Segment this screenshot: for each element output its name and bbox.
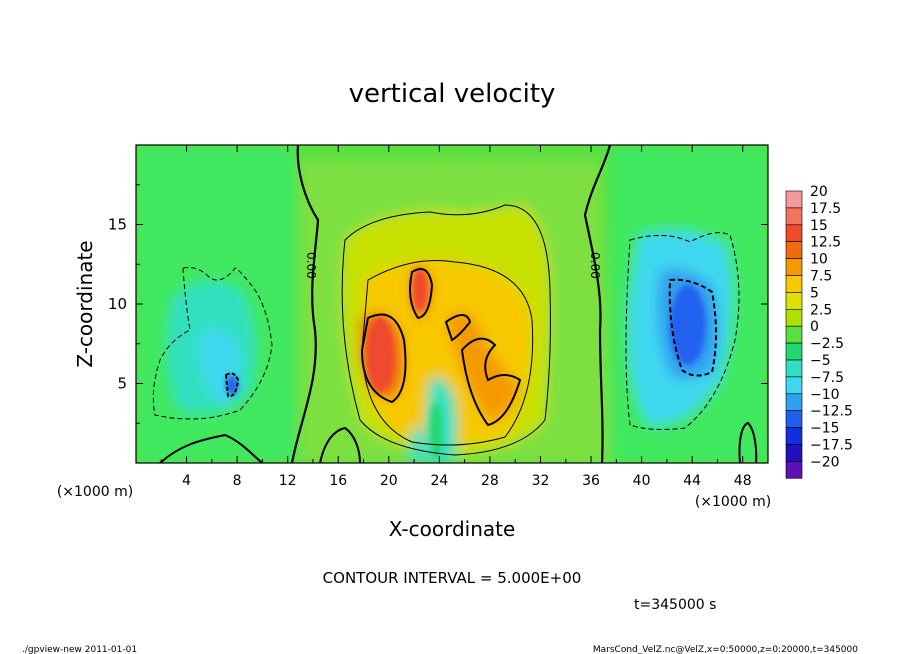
colorbar-swatch	[785, 444, 803, 462]
colorbar-level-label: 5	[810, 285, 819, 301]
colorbar-level-label: 15	[810, 218, 828, 234]
x-tick-label: 8	[233, 473, 242, 489]
x-tick-label: 32	[532, 473, 550, 489]
y-tick-label: 5	[117, 375, 127, 393]
x-tick-label: 36	[582, 473, 600, 489]
colorbar-level-label: −20	[810, 454, 840, 470]
x-tick-label: 16	[329, 473, 347, 489]
contour-label-left: 0.00	[304, 252, 318, 279]
x-tick-label: 44	[683, 473, 701, 489]
colorbar-level-label: 12.5	[810, 235, 841, 251]
contour-interval-text: CONTOUR INTERVAL = 5.000E+00	[323, 569, 582, 587]
colorbar-swatch	[785, 258, 803, 276]
y-tick-label: 10	[108, 295, 127, 313]
x-axis-label: X-coordinate	[389, 517, 516, 541]
x-unit-label-right: (×1000 m)	[695, 494, 771, 510]
colorbar-swatch	[785, 207, 803, 226]
colorbar-level-label: 7.5	[810, 269, 832, 285]
colorbar-swatch	[785, 241, 803, 259]
colorbar-swatch	[785, 275, 803, 293]
chart-title: vertical velocity	[349, 79, 556, 109]
y-axis-label: Z-coordinate	[73, 240, 97, 367]
footer-left: ./gpview-new 2011-01-01	[22, 645, 137, 654]
colorbar-swatch	[785, 359, 803, 378]
colorbar-swatch	[785, 342, 803, 361]
x-tick-label: 20	[380, 473, 398, 489]
x-tick-label: 4	[182, 473, 191, 489]
x-tick-label: 24	[430, 473, 448, 489]
contour-label-right: 0.00	[588, 252, 602, 279]
colorbar-swatch	[785, 427, 803, 445]
footer-right: MarsCond_VelZ.nc@VelZ,x=0:50000,z=0:2000…	[593, 645, 858, 654]
colorbar-level-label: −10	[810, 387, 840, 403]
colorbar-swatch	[785, 461, 803, 479]
time-text: t=345000 s	[634, 597, 716, 613]
x-axis-ticks: 4 8 12 16 20 24 28 32 36 40 44 48	[160, 145, 752, 489]
colorbar: 2017.51512.5107.552.50−2.5−5−7.5−10−12.5…	[785, 184, 853, 479]
colorbar-level-label: 2.5	[810, 302, 832, 318]
colorbar-swatch	[785, 325, 803, 344]
colorbar-swatch	[785, 190, 803, 209]
colorbar-level-label: 17.5	[810, 201, 841, 217]
contour-lines	[152, 145, 758, 463]
x-tick-label: 48	[734, 473, 752, 489]
colorbar-swatch	[785, 292, 803, 310]
x-unit-label-left: (×1000 m)	[57, 484, 133, 500]
colorbar-level-label: −7.5	[810, 370, 844, 386]
colorbar-level-label: 0	[810, 319, 819, 335]
colorbar-level-label: −17.5	[810, 438, 853, 454]
x-tick-label: 40	[633, 473, 651, 489]
colorbar-swatch	[785, 224, 803, 243]
x-tick-label: 28	[481, 473, 499, 489]
colorbar-swatch	[785, 308, 803, 327]
colorbar-level-label: −5	[810, 353, 831, 369]
colorbar-level-label: −12.5	[810, 404, 853, 420]
y-tick-label: 15	[108, 216, 127, 234]
shaded-field: 0.00 0.00	[136, 145, 768, 463]
colorbar-level-label: 10	[810, 252, 828, 268]
colorbar-level-label: −15	[810, 421, 840, 437]
colorbar-swatch	[785, 376, 803, 395]
colorbar-level-label: −2.5	[810, 336, 844, 352]
colorbar-level-label: 20	[810, 184, 828, 200]
x-tick-label: 12	[279, 473, 297, 489]
colorbar-swatch	[785, 393, 803, 411]
colorbar-swatch	[785, 410, 803, 428]
y-axis-ticks: 5 10 15	[108, 184, 768, 424]
